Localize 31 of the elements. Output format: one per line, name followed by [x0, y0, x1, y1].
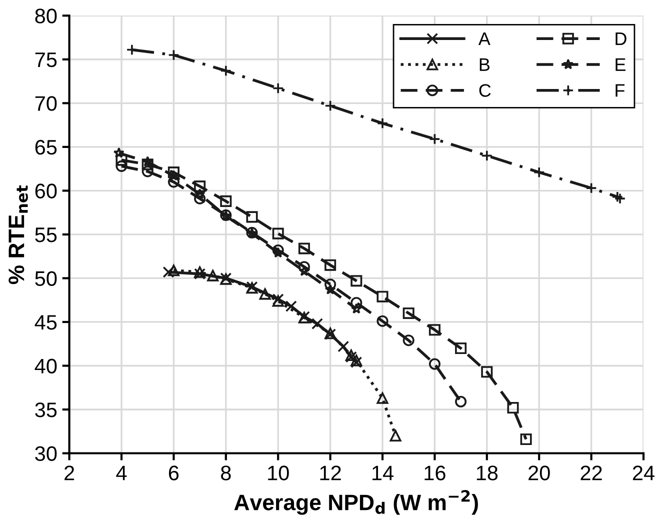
- y-tick-label: 35: [35, 402, 57, 418]
- x-tick-label: 10: [268, 466, 289, 480]
- x-tick-label: 8: [221, 466, 231, 480]
- y-tick-label: 75: [35, 52, 57, 68]
- y-tick-label: 70: [35, 96, 57, 111]
- x-tick-label: 20: [528, 466, 550, 480]
- legend-label: C: [479, 84, 491, 97]
- x-tick-label: 18: [476, 466, 498, 480]
- x-tick-label: 24: [632, 466, 654, 480]
- legend-label: E: [616, 58, 626, 71]
- x-axis-title: Average NPD$_{d}$ (W m$^{−2}$): [234, 490, 478, 515]
- legend-label: F: [616, 84, 625, 97]
- y-axis-title: % RTE$_{net}$: [8, 185, 28, 284]
- y-tick-label: 45: [34, 315, 57, 330]
- legend-label: D: [616, 32, 626, 45]
- x-tick-label: 12: [320, 466, 341, 480]
- y-tick-label: 30: [35, 446, 57, 462]
- y-tick-label: 60: [35, 184, 57, 198]
- x-tick-label: 4: [116, 466, 127, 480]
- legend-label: A: [478, 32, 490, 45]
- y-tick-label: 40: [34, 358, 57, 374]
- y-tick-label: 65: [35, 140, 57, 155]
- y-tick-label: 50: [35, 271, 57, 286]
- y-tick-label: 80: [35, 8, 57, 24]
- legend-label: B: [480, 58, 490, 71]
- x-tick-label: 14: [372, 466, 394, 480]
- x-tick-label: 16: [424, 466, 446, 480]
- x-tick-label: 6: [168, 466, 179, 480]
- y-tick-label: 55: [35, 228, 57, 242]
- x-tick-label: 2: [64, 466, 74, 480]
- x-tick-label: 22: [580, 466, 602, 480]
